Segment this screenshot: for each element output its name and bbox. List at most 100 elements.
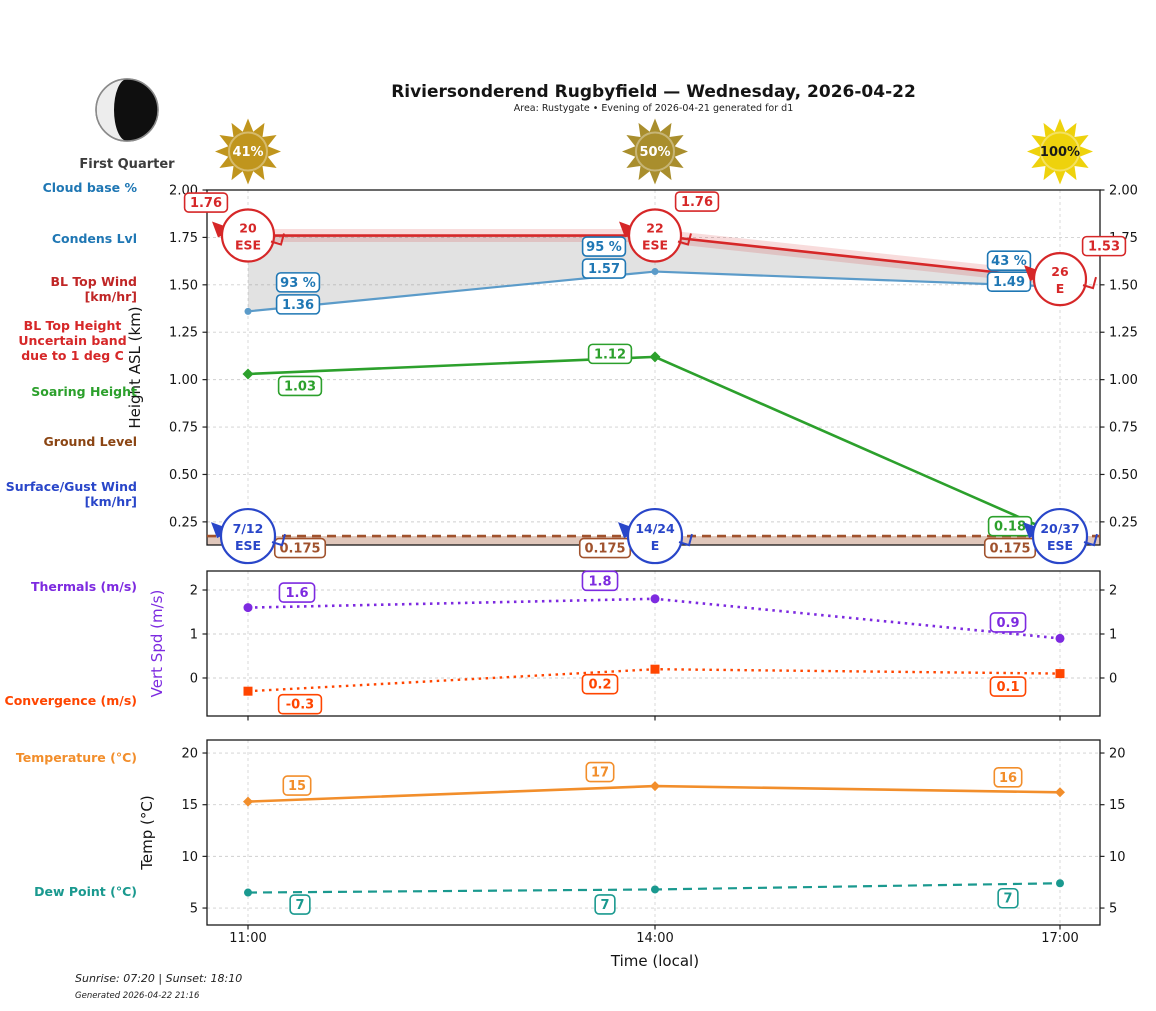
wind-direction: ESE [642,238,668,253]
value-label: -0.3 [277,693,323,715]
label-cloud-base: Cloud base % [42,180,137,195]
wind-circle [220,208,276,263]
label-dew-point: Dew Point (°C) [34,884,137,899]
uncertain-band-fill [248,235,1060,312]
page-subtitle: Area: Rustygate • Evening of 2026-04-21 … [513,103,794,114]
value-label: 95 % [581,236,627,257]
y-axis-title: Temp (°C) [138,795,156,870]
wind-speed: 20 [239,221,257,236]
label-soaring-height: Soaring Height [31,384,137,399]
wind-hook-icon [677,233,692,246]
value-label: 7 [289,894,311,915]
value-label: 0.2 [581,673,619,695]
sun-icon: 50% [622,118,688,185]
moon-dark-side [114,79,158,141]
value-label-text: 0.175 [584,542,625,557]
value-label-text: 0.175 [279,542,320,557]
wind-speed: 7/12 [233,521,264,536]
generated-timestamp: Generated 2026-04-22 21:16 [75,991,200,1001]
page-title: Riviersonderend Rugbyfield — Wednesday, … [391,82,916,102]
wind-hook-icon [1082,276,1097,290]
value-label-text: 43 % [991,254,1027,269]
wind-circle [1032,252,1088,307]
value-label: 1.76 [674,191,720,212]
value-label: 1.36 [275,294,321,315]
data-point-marker [1055,669,1065,679]
data-point-marker [244,307,252,315]
value-label: 7 [997,887,1019,909]
y-tick-label: 1.00 [1109,373,1138,388]
wind-speed: 22 [646,221,663,236]
sun-percent: 100% [1040,145,1080,160]
sun-times-note: Sunrise: 07:20 | Sunset: 18:10 [75,972,243,985]
y-tick-label: 1.75 [169,231,198,246]
data-point-marker [244,888,252,897]
label-thermals: Thermals (m/s) [30,579,137,594]
sun-percent: 41% [232,145,263,160]
label-bl-top-wind: BL Top Wind [km/hr] [50,274,137,304]
plot-border [206,739,1101,926]
y-tick-label: 0 [190,671,198,686]
plot-border [206,570,1101,717]
y-tick-label: 1.25 [169,326,198,341]
wind-speed: 26 [1051,264,1069,279]
y-tick-label: 10 [1109,850,1126,865]
x-axis-title: Time (local) [610,952,700,970]
data-point-marker [651,268,659,276]
value-label: 17 [585,761,615,783]
wind-marker: 20/37 ESE [1023,507,1098,565]
value-label: 0.175 [983,537,1037,559]
y-tick-label: 0.75 [1109,421,1138,436]
value-label: 1.03 [277,375,323,397]
data-point-marker [650,664,660,674]
wind-hook-icon [271,533,286,547]
value-label-text: 1.03 [284,379,316,394]
value-label-text: 0.175 [989,542,1030,557]
value-label-text: 7 [295,898,304,913]
label-convergence: Convergence (m/s) [4,693,137,708]
sun-disc [228,131,268,172]
sun-icon: 100% [1027,118,1093,185]
value-label: 1.8 [581,570,619,592]
y-tick-label: 2 [190,584,198,599]
wind-direction: ESE [235,538,261,553]
data-point-marker [242,368,254,380]
value-label: 0.175 [273,537,327,559]
wind-marker: 26 E [1024,252,1097,307]
value-label-text: 0.2 [588,678,611,693]
value-label: 1.57 [581,258,627,279]
y-axis-title: Height ASL (km) [126,306,144,428]
value-label-text: -0.3 [286,698,314,713]
wind-circle [626,507,684,565]
y-tick-label: 20 [1109,747,1126,762]
data-point-marker [243,603,253,613]
y-tick-label: 2.00 [1109,184,1138,199]
value-label-text: 1.12 [594,347,626,362]
value-label: 1.6 [278,582,316,603]
value-label: 15 [282,775,312,796]
moon-phase-label: First Quarter [79,157,175,172]
value-label-text: 1.36 [282,298,314,313]
value-label: 1.49 [986,271,1032,293]
y-tick-label: 15 [1109,798,1126,813]
moon-phase [82,68,172,156]
sun-percent: 50% [639,145,670,160]
y-tick-label: 1 [190,627,198,642]
value-label-text: 15 [288,779,306,794]
sun-disc [635,131,675,172]
wind-speed: 20/37 [1040,521,1079,536]
y-tick-label: 1.50 [1109,278,1138,293]
moon-icon [95,78,159,142]
wind-hook-icon [270,233,285,246]
y-tick-label: 20 [181,747,198,762]
data-point-marker [650,781,660,792]
value-label-text: 16 [999,771,1017,786]
wind-direction: E [651,538,660,553]
data-point-marker [243,796,253,807]
value-label: 93 % [275,272,321,293]
wind-circle [219,507,277,565]
y-tick-label: 5 [190,902,198,917]
label-temperature: Temperature (°C) [15,750,137,765]
value-label-text: 93 % [280,276,316,291]
